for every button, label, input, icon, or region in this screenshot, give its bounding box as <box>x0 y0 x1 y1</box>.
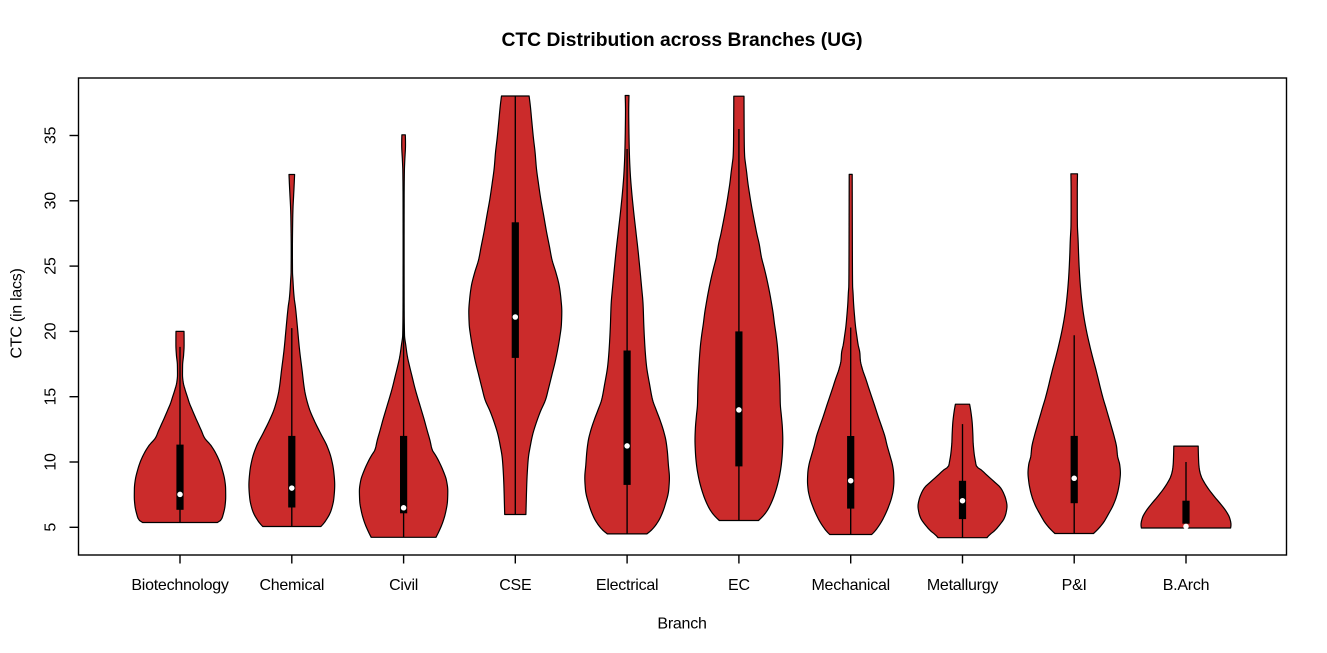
svg-text:Metallurgy: Metallurgy <box>927 577 999 594</box>
svg-text:25: 25 <box>43 257 60 275</box>
svg-text:Electrical: Electrical <box>596 577 658 594</box>
svg-text:Chemical: Chemical <box>259 577 324 594</box>
svg-text:EC: EC <box>728 577 750 594</box>
svg-text:5: 5 <box>43 523 60 532</box>
svg-text:P&I: P&I <box>1062 577 1087 594</box>
svg-text:CTC Distribution across Branch: CTC Distribution across Branches (UG) <box>501 30 862 51</box>
svg-text:Biotechnology: Biotechnology <box>131 577 229 594</box>
svg-text:10: 10 <box>43 453 60 471</box>
svg-text:15: 15 <box>43 388 60 406</box>
svg-text:Civil: Civil <box>389 577 418 594</box>
svg-text:20: 20 <box>43 322 60 340</box>
svg-text:Branch: Branch <box>657 616 706 633</box>
svg-text:CTC (in lacs): CTC (in lacs) <box>9 268 26 358</box>
svg-text:30: 30 <box>43 192 60 210</box>
svg-text:B.Arch: B.Arch <box>1163 577 1210 594</box>
svg-text:Mechanical: Mechanical <box>811 577 889 594</box>
svg-text:35: 35 <box>43 127 60 145</box>
svg-text:CSE: CSE <box>499 577 531 594</box>
